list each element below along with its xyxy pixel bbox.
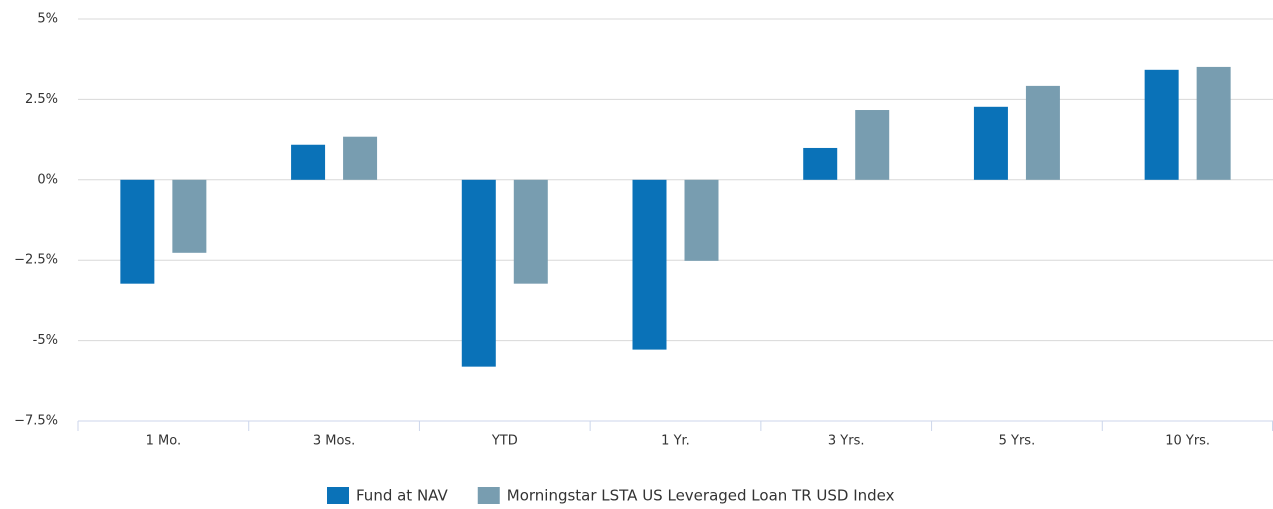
bar xyxy=(343,136,378,180)
y-tick-label: 5% xyxy=(37,12,58,27)
bar xyxy=(855,110,890,180)
legend-swatch xyxy=(327,487,349,504)
legend: Fund at NAV Morningstar LSTA US Leveraged… xyxy=(327,487,895,505)
bar xyxy=(461,179,496,367)
bar xyxy=(1196,66,1231,180)
bar xyxy=(513,179,548,284)
bar xyxy=(172,179,207,253)
bar xyxy=(291,144,326,180)
x-tick-label: 3 Yrs. xyxy=(828,434,865,449)
x-tick-label: YTD xyxy=(491,434,518,449)
legend-label: Fund at NAV xyxy=(356,487,448,505)
x-tick-label: 10 Yrs. xyxy=(1165,434,1210,449)
x-tick-label: 1 Mo. xyxy=(146,434,181,449)
bar xyxy=(973,106,1008,180)
legend-swatch xyxy=(477,487,500,504)
y-tick-label: −2.5% xyxy=(14,253,58,268)
bar xyxy=(632,179,667,350)
y-tick-label: 2.5% xyxy=(25,92,58,107)
y-tick-label: -5% xyxy=(33,333,58,348)
bar xyxy=(803,147,838,180)
x-tick-label: 3 Mos. xyxy=(313,434,355,449)
x-tick-label: 1 Yr. xyxy=(661,434,690,449)
bar xyxy=(684,179,719,261)
x-tick-label: 5 Yrs. xyxy=(999,434,1036,449)
bar xyxy=(1144,69,1179,180)
y-tick-label: 0% xyxy=(37,172,58,187)
bar xyxy=(120,179,155,284)
y-tick-label: −7.5% xyxy=(14,414,58,429)
legend-label: Morningstar LSTA US Leveraged Loan TR US… xyxy=(507,487,895,505)
bar xyxy=(1025,85,1060,180)
